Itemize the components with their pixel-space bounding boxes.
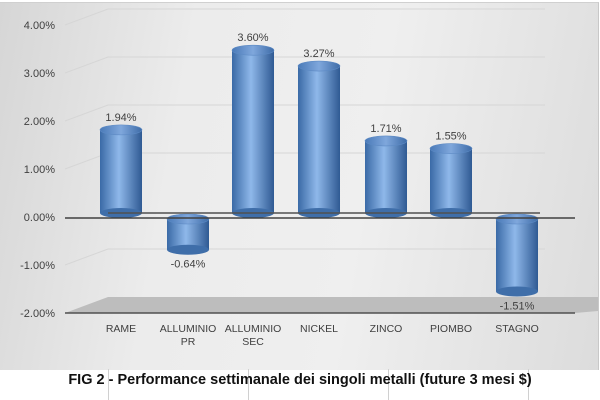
data-label: -1.51% (500, 300, 535, 312)
x-tick-label: RAME (106, 323, 136, 335)
y-tick-label: 3.00% (24, 68, 55, 80)
x-tick-label: ALLUMINIO (225, 323, 282, 335)
bar-stagno (495, 213, 539, 297)
y-tick-label: 0.00% (24, 212, 55, 224)
bar-alluminio-sec (231, 44, 275, 218)
y-tick-label: 1.00% (24, 164, 55, 176)
chart-floor (65, 297, 598, 313)
data-label: 3.27% (303, 48, 334, 60)
bar-alluminio-pr (166, 213, 210, 255)
x-tick-label: ALLUMINIO (160, 323, 217, 335)
y-axis-labels: 4.00% 3.00% 2.00% 1.00% 0.00% -1.00% -2.00% (20, 20, 55, 320)
y-tick-label: -1.00% (20, 260, 55, 272)
gridline (64, 248, 545, 266)
x-tick-label: STAGNO (495, 323, 539, 335)
y-tick-label: 4.00% (24, 20, 55, 32)
bar-nickel (297, 60, 341, 218)
sheet-gridline (388, 369, 389, 400)
gridline (64, 8, 545, 26)
chart-area: 4.00% 3.00% 2.00% 1.00% 0.00% -1.00% -2.00% RA… (0, 2, 599, 370)
figure-caption: FIG 2 - Performance settimanale dei sing… (68, 372, 532, 388)
y-tick-label: -2.00% (20, 308, 55, 320)
data-labels: 1.94% -0.64% 3.60% 3.27% 1.71% 1.55% -1.51% (105, 32, 534, 312)
floor-plane (65, 297, 598, 313)
gridline (64, 104, 545, 122)
zero-axis (65, 212, 575, 314)
bar-rame (99, 124, 143, 218)
x-tick-label: ZINCO (370, 323, 403, 335)
sheet-gridline (108, 369, 109, 400)
bar-chart: 4.00% 3.00% 2.00% 1.00% 0.00% -1.00% -2.00% RA… (20, 8, 598, 348)
data-label: 1.71% (370, 123, 401, 135)
data-label: 3.60% (237, 32, 268, 44)
sheet-gridline (528, 369, 529, 400)
sheet-gridline (248, 369, 249, 400)
data-label: 1.55% (435, 131, 466, 143)
data-label: 1.94% (105, 112, 136, 124)
bar-piombo (429, 143, 473, 218)
x-tick-label: PIOMBO (430, 323, 472, 335)
x-tick-label: SEC (242, 336, 264, 348)
bars (99, 44, 539, 297)
y-tick-label: 2.00% (24, 116, 55, 128)
bar-zinco (364, 135, 408, 218)
x-tick-label: PR (181, 336, 196, 348)
x-tick-label: NICKEL (300, 323, 338, 335)
gridline (64, 56, 545, 74)
data-label: -0.64% (171, 259, 206, 271)
